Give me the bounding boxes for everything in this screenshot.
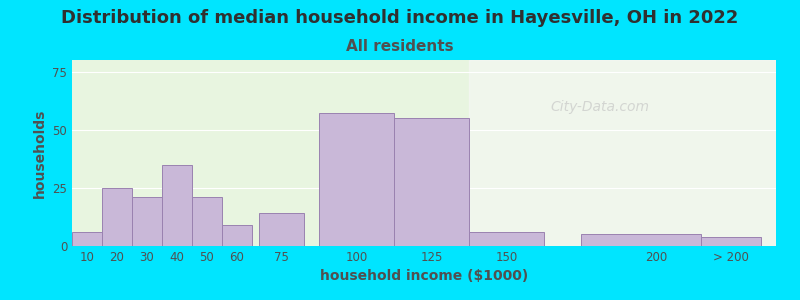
Bar — [259, 214, 304, 246]
Bar — [701, 237, 761, 246]
Bar — [132, 197, 162, 246]
Bar — [72, 232, 102, 246]
Bar — [469, 60, 776, 246]
Bar — [394, 118, 469, 246]
Bar — [582, 234, 701, 246]
Bar — [469, 232, 544, 246]
X-axis label: household income ($1000): household income ($1000) — [320, 269, 528, 284]
Text: All residents: All residents — [346, 39, 454, 54]
Bar — [192, 197, 222, 246]
Text: Distribution of median household income in Hayesville, OH in 2022: Distribution of median household income … — [62, 9, 738, 27]
Bar — [319, 113, 394, 246]
Y-axis label: households: households — [33, 108, 46, 198]
Bar — [162, 165, 192, 246]
Text: City-Data.com: City-Data.com — [550, 100, 650, 113]
Bar — [222, 225, 252, 246]
Bar — [102, 188, 132, 246]
